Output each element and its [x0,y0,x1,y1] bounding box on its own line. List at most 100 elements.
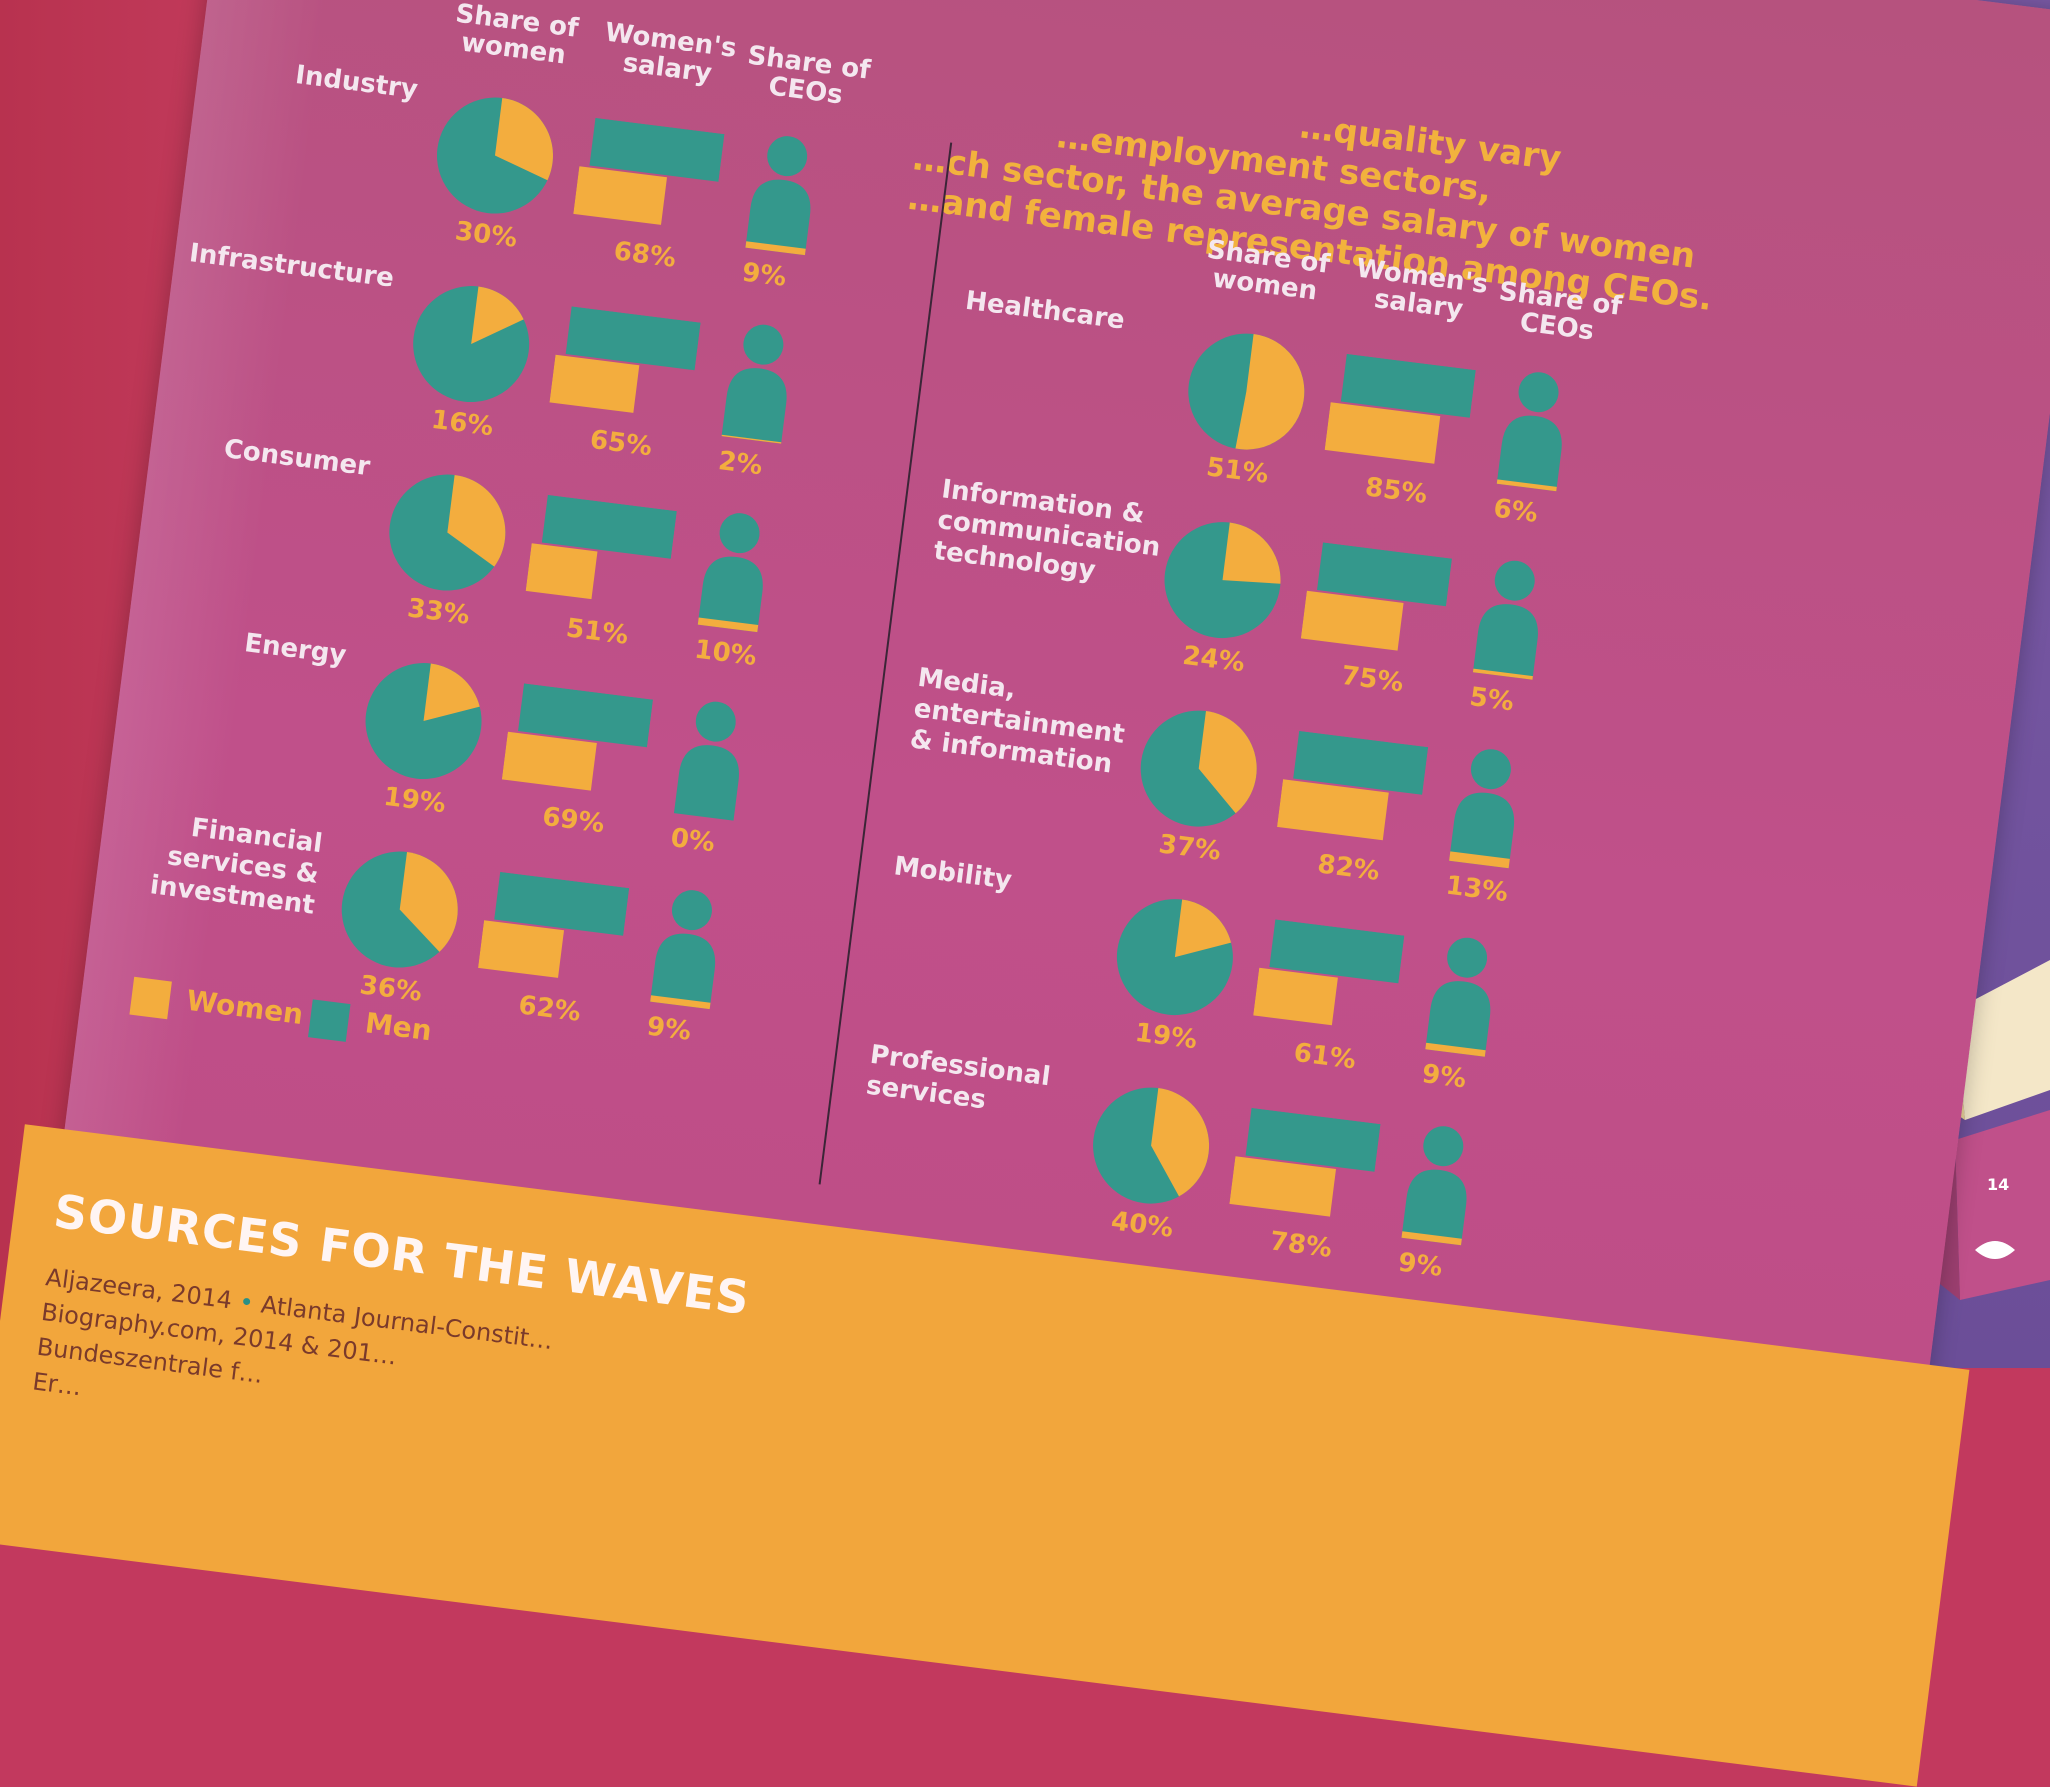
salary-women-bar [549,354,640,413]
ceo-body [1449,792,1515,869]
ceo-percent: 9% [740,257,788,293]
ceo-figure-icon [745,136,811,256]
salary-women-bar [573,166,668,225]
ceo-head [695,701,736,742]
ceo-head [671,890,712,931]
pie-women-slice [399,852,458,952]
salary-bars [1324,353,1476,464]
left-header-ceos: Share of CEOs [745,40,873,111]
ceo-figure [716,318,800,446]
ceo-body [1496,415,1562,492]
ceo-head [1423,1126,1464,1167]
salary-bars [501,683,654,791]
salary-bars [478,871,630,978]
salary-women-bar [478,920,565,978]
ceo-body [650,933,716,1010]
salary-bars [1300,542,1453,651]
ceo-percent: 9% [1396,1247,1445,1283]
salary-chart [549,305,701,413]
share-pie [380,466,514,600]
share-percent: 30% [453,216,519,254]
salary-women-bar [1229,1156,1337,1217]
sector-label: Mobility [892,851,1014,896]
share-pie-chart [1093,1087,1210,1204]
badge-number: 14 [1987,1175,2009,1194]
share-pie [404,277,538,411]
ceo-body [673,745,739,821]
share-pie-chart [1188,333,1305,450]
legend-men-label: Men [363,1006,434,1048]
ceo-head [1470,749,1511,790]
ceo-percent: 10% [692,634,759,673]
ceo-figure [1420,931,1504,1059]
ceo-head [1447,937,1488,978]
ceo-figure [1396,1120,1480,1248]
pie-women-slice [447,475,506,567]
ceo-body [1425,981,1491,1057]
salary-percent: 85% [1363,472,1429,510]
left-header-share: Share of women [453,0,581,71]
share-percent: 16% [429,404,496,443]
ceo-figure [669,695,753,823]
ceo-percent: 9% [1420,1059,1468,1095]
left-header-salary: Women's salary [603,17,739,90]
salary-men-bar [494,871,630,936]
ceo-figure [693,507,777,635]
share-pie-chart [436,97,553,214]
sector-label: Media, entertainment & information [908,662,1127,780]
salary-percent: 65% [588,424,654,463]
sector-label: Information & communication technology [931,474,1162,587]
salary-women-bar [1324,402,1441,464]
salary-women-bar [501,731,597,791]
ceo-body [745,179,811,256]
share-pie-chart [1140,710,1257,827]
ceo-women-fill [1496,479,1557,492]
pie-women-slice [1174,899,1232,958]
ceo-head [719,513,760,554]
ceo-figure-icon [673,701,739,821]
salary-bars [573,117,725,225]
share-percent: 40% [1109,1206,1175,1244]
salary-bars [549,306,701,413]
sector-label: Healthcare [963,285,1127,336]
ceo-head [743,324,784,365]
ceo-figure-icon [1472,560,1538,680]
share-pie [1132,702,1266,836]
salary-women-bar [525,543,598,600]
left-sector-list: Industry 30% 68% 9% Infrastructure 16% 65% 2% Co… [148,0,2050,1047]
sector-label: Professional services [864,1039,1053,1116]
share-pie-chart [1164,522,1281,639]
share-percent: 33% [405,593,472,631]
salary-women-bar [1277,779,1389,841]
salary-percent: 61% [1291,1037,1358,1076]
salary-men-bar [1317,542,1453,607]
legend-women-label: Women [184,983,306,1032]
share-pie-chart [1116,899,1233,1016]
pie-women-slice [494,98,553,181]
legend-men-swatch [308,999,351,1042]
salary-percent: 62% [516,990,583,1028]
salary-percent: 78% [1268,1226,1334,1264]
salary-percent: 68% [612,236,678,274]
share-pie-chart [365,663,482,780]
share-percent: 37% [1157,829,1223,867]
salary-percent: 82% [1315,849,1382,887]
salary-bars [1229,1107,1381,1217]
ceo-women-fill [697,617,759,633]
ceo-figure [1444,743,1528,871]
ceo-figure-icon [721,324,787,444]
salary-bars [1277,730,1429,841]
ceo-women-fill [650,995,711,1010]
pie-women-slice [1151,1088,1210,1197]
ceo-women-fill [745,241,806,256]
salary-men-bar [1293,730,1429,795]
ceo-figure-icon [697,513,763,633]
ceo-women-fill [721,434,782,444]
ceo-figure [1468,554,1552,682]
share-pie-chart [341,851,458,968]
salary-men-bar [1245,1107,1381,1172]
share-percent: 19% [381,781,448,820]
share-pie [1108,890,1242,1024]
pie-women-slice [423,663,480,722]
fish-icon [1975,1241,2015,1259]
